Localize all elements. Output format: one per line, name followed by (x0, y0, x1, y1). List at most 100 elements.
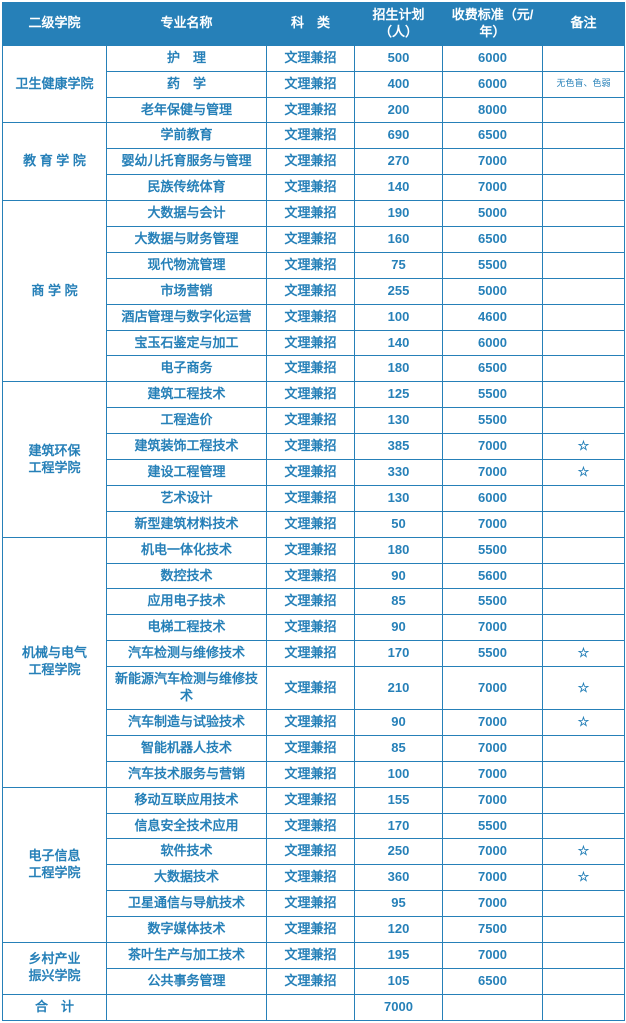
remark-cell (543, 615, 625, 641)
plan-cell: 210 (355, 667, 443, 710)
category-cell: 文理兼招 (267, 382, 355, 408)
major-cell: 电子商务 (107, 356, 267, 382)
plan-cell: 250 (355, 839, 443, 865)
fee-cell: 5500 (443, 382, 543, 408)
fee-cell: 7000 (443, 787, 543, 813)
plan-cell: 180 (355, 356, 443, 382)
fee-cell: 5000 (443, 201, 543, 227)
major-cell: 卫星通信与导航技术 (107, 891, 267, 917)
table-row: 电子信息工程学院移动互联应用技术文理兼招1557000 (3, 787, 625, 813)
major-cell: 药 学 (107, 71, 267, 97)
table-header: 二级学院专业名称科 类招生计划（人）收费标准（元/年）备注 (3, 3, 625, 46)
category-cell: 文理兼招 (267, 330, 355, 356)
fee-cell: 6000 (443, 330, 543, 356)
fee-cell: 7000 (443, 667, 543, 710)
category-cell: 文理兼招 (267, 735, 355, 761)
category-cell: 文理兼招 (267, 615, 355, 641)
fee-cell: 7000 (443, 735, 543, 761)
col-header-3: 招生计划（人） (355, 3, 443, 46)
remark-cell: ☆ (543, 460, 625, 486)
remark-cell (543, 735, 625, 761)
table-body: 卫生健康学院护 理文理兼招5006000药 学文理兼招4006000无色盲、色弱… (3, 45, 625, 1020)
remark-cell (543, 787, 625, 813)
plan-cell: 125 (355, 382, 443, 408)
remark-cell (543, 278, 625, 304)
remark-cell (543, 45, 625, 71)
major-cell: 建筑装饰工程技术 (107, 434, 267, 460)
fee-cell: 7000 (443, 175, 543, 201)
remark-cell: ☆ (543, 709, 625, 735)
major-cell: 酒店管理与数字化运营 (107, 304, 267, 330)
fee-cell: 6000 (443, 485, 543, 511)
fee-cell: 5500 (443, 252, 543, 278)
fee-cell: 6000 (443, 45, 543, 71)
fee-cell: 7000 (443, 434, 543, 460)
col-header-0: 二级学院 (3, 3, 107, 46)
category-cell: 文理兼招 (267, 537, 355, 563)
plan-cell: 130 (355, 485, 443, 511)
remark-cell: ☆ (543, 839, 625, 865)
category-cell: 文理兼招 (267, 485, 355, 511)
plan-cell: 690 (355, 123, 443, 149)
plan-cell: 200 (355, 97, 443, 123)
remark-cell (543, 175, 625, 201)
plan-cell: 140 (355, 175, 443, 201)
plan-cell: 170 (355, 813, 443, 839)
dept-cell: 建筑环保工程学院 (3, 382, 107, 537)
category-cell: 文理兼招 (267, 839, 355, 865)
category-cell: 文理兼招 (267, 227, 355, 253)
dept-cell: 卫生健康学院 (3, 45, 107, 123)
category-cell: 文理兼招 (267, 667, 355, 710)
remark-cell (543, 917, 625, 943)
plan-cell: 120 (355, 917, 443, 943)
major-cell: 汽车制造与试验技术 (107, 709, 267, 735)
dept-cell: 教 育 学 院 (3, 123, 107, 201)
major-cell: 公共事务管理 (107, 968, 267, 994)
total-plan: 7000 (355, 994, 443, 1020)
remark-cell (543, 330, 625, 356)
major-cell: 建设工程管理 (107, 460, 267, 486)
dept-cell: 电子信息工程学院 (3, 787, 107, 942)
remark-cell (543, 511, 625, 537)
remark-cell: ☆ (543, 667, 625, 710)
remark-cell (543, 227, 625, 253)
col-header-1: 专业名称 (107, 3, 267, 46)
category-cell: 文理兼招 (267, 709, 355, 735)
fee-cell: 7000 (443, 942, 543, 968)
plan-cell: 195 (355, 942, 443, 968)
major-cell: 工程造价 (107, 408, 267, 434)
fee-cell: 7000 (443, 709, 543, 735)
plan-cell: 105 (355, 968, 443, 994)
major-cell: 应用电子技术 (107, 589, 267, 615)
plan-cell: 95 (355, 891, 443, 917)
remark-cell (543, 356, 625, 382)
major-cell: 移动互联应用技术 (107, 787, 267, 813)
plan-cell: 255 (355, 278, 443, 304)
major-cell: 汽车技术服务与营销 (107, 761, 267, 787)
remark-cell: ☆ (543, 641, 625, 667)
plan-cell: 400 (355, 71, 443, 97)
major-cell: 茶叶生产与加工技术 (107, 942, 267, 968)
fee-cell: 5000 (443, 278, 543, 304)
remark-cell (543, 382, 625, 408)
category-cell: 文理兼招 (267, 278, 355, 304)
plan-cell: 85 (355, 735, 443, 761)
remark-cell (543, 97, 625, 123)
fee-cell: 7000 (443, 865, 543, 891)
category-cell: 文理兼招 (267, 942, 355, 968)
empty-cell (107, 994, 267, 1020)
table-row: 商 学 院大数据与会计文理兼招1905000 (3, 201, 625, 227)
category-cell: 文理兼招 (267, 201, 355, 227)
dept-cell: 机械与电气工程学院 (3, 537, 107, 787)
major-cell: 软件技术 (107, 839, 267, 865)
remark-cell (543, 589, 625, 615)
fee-cell: 5500 (443, 813, 543, 839)
remark-cell: 无色盲、色弱 (543, 71, 625, 97)
total-label: 合 计 (3, 994, 107, 1020)
major-cell: 智能机器人技术 (107, 735, 267, 761)
category-cell: 文理兼招 (267, 761, 355, 787)
col-header-5: 备注 (543, 3, 625, 46)
enrollment-table: 二级学院专业名称科 类招生计划（人）收费标准（元/年）备注 卫生健康学院护 理文… (2, 2, 625, 1021)
category-cell: 文理兼招 (267, 149, 355, 175)
remark-cell (543, 252, 625, 278)
